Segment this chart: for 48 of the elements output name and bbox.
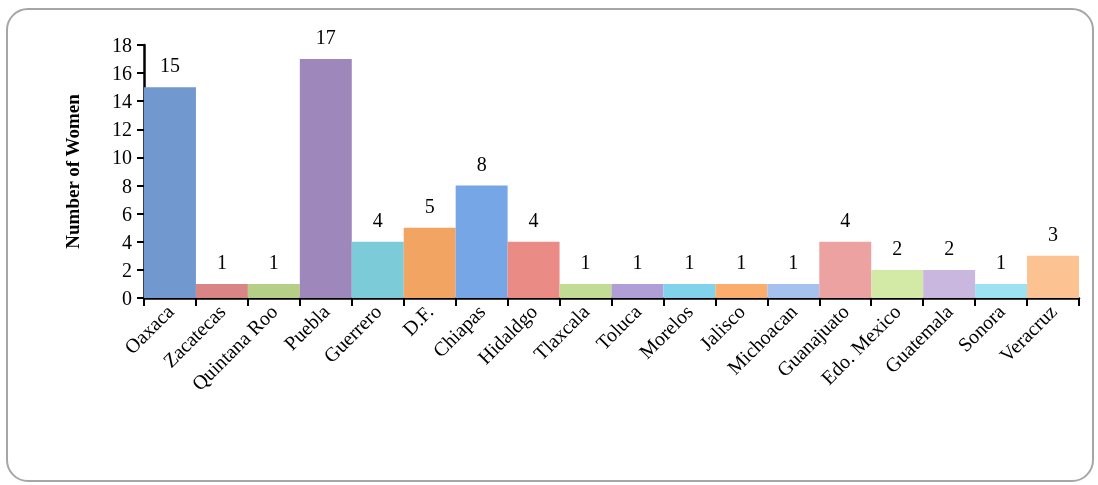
y-tick-label: 16 — [112, 62, 132, 85]
data-label: 8 — [476, 152, 487, 175]
bar — [299, 59, 352, 298]
bar — [871, 269, 924, 298]
data-label: 1 — [736, 250, 747, 273]
data-label: 3 — [1048, 222, 1059, 245]
y-tick-label: 18 — [112, 34, 132, 56]
bar — [403, 227, 456, 298]
bar — [507, 241, 560, 298]
data-label: 2 — [944, 236, 955, 259]
bar — [663, 283, 716, 298]
data-label: 1 — [580, 250, 591, 273]
data-label: 1 — [788, 250, 799, 273]
data-label: 4 — [372, 208, 383, 231]
data-label: 1 — [632, 250, 643, 273]
data-label: 1 — [996, 250, 1007, 273]
bar — [1027, 255, 1079, 298]
y-tick-label: 8 — [122, 174, 132, 197]
bar — [975, 283, 1028, 298]
data-label: 1 — [684, 250, 695, 273]
y-tick-label: 4 — [122, 230, 132, 253]
bar — [144, 87, 196, 298]
y-tick-label: 2 — [122, 258, 132, 281]
bar — [559, 283, 612, 298]
bar — [767, 283, 820, 298]
data-label: 1 — [268, 250, 279, 273]
bar — [351, 241, 404, 298]
y-tick-label: 0 — [122, 287, 132, 309]
data-label: 17 — [315, 26, 336, 49]
data-label: 1 — [216, 250, 227, 273]
data-label: 4 — [840, 208, 851, 231]
y-axis-title: Number of Women — [62, 93, 83, 249]
bar — [455, 185, 508, 298]
bar — [611, 283, 664, 298]
y-tick-label: 10 — [112, 146, 132, 169]
bar — [247, 283, 300, 298]
bar — [923, 269, 976, 298]
y-tick-label: 6 — [122, 202, 132, 225]
y-tick-label: 14 — [112, 90, 132, 113]
bar — [819, 241, 872, 298]
data-label: 4 — [528, 208, 539, 231]
data-label: 2 — [892, 236, 903, 259]
y-tick-label: 12 — [112, 118, 132, 141]
data-label: 5 — [424, 194, 435, 217]
bar — [195, 283, 248, 298]
data-label: 15 — [159, 54, 180, 77]
x-tick-label: D.F. — [397, 300, 438, 340]
bar — [715, 283, 768, 298]
